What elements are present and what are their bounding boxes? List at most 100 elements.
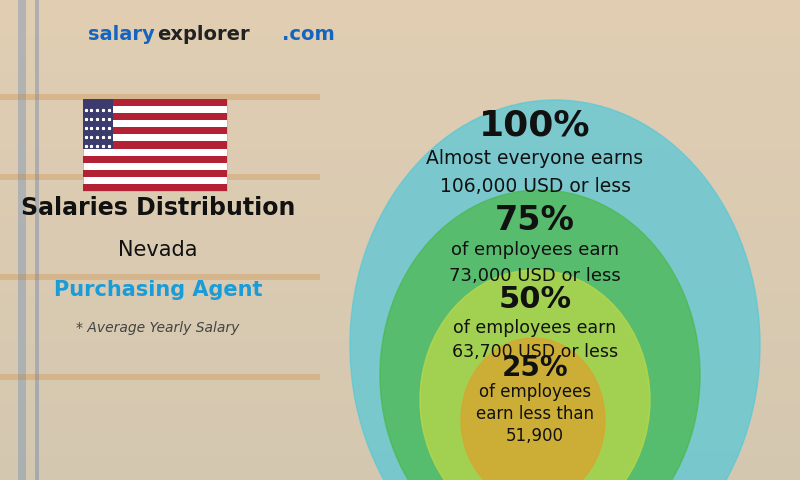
Bar <box>0 336 800 342</box>
Bar <box>0 408 800 414</box>
Bar <box>0 288 800 294</box>
Bar <box>0 420 800 426</box>
Bar <box>0 94 320 100</box>
Bar <box>0 114 800 120</box>
Bar <box>0 378 800 384</box>
Bar <box>0 276 800 282</box>
Text: 50%: 50% <box>498 286 571 314</box>
Bar <box>0 150 800 156</box>
Bar <box>83 99 227 106</box>
Bar <box>0 126 800 132</box>
Bar <box>0 468 800 474</box>
Bar <box>0 294 800 300</box>
Bar <box>0 186 800 192</box>
Bar <box>0 60 800 66</box>
Text: 100%: 100% <box>479 108 590 142</box>
Text: Almost everyone earns: Almost everyone earns <box>426 148 643 168</box>
Bar <box>0 216 800 222</box>
Bar <box>0 204 800 210</box>
Bar <box>0 234 800 240</box>
Bar <box>0 240 800 246</box>
Bar <box>0 168 800 174</box>
Bar <box>83 142 227 148</box>
Bar <box>0 456 800 462</box>
Bar <box>0 432 800 438</box>
Bar <box>0 222 800 228</box>
Bar <box>0 192 800 198</box>
Bar <box>0 438 800 444</box>
Bar <box>0 246 800 252</box>
Bar <box>0 306 800 312</box>
Bar <box>0 390 800 396</box>
Bar <box>0 102 800 108</box>
Text: explorer: explorer <box>157 25 250 45</box>
Bar <box>83 99 227 191</box>
Text: 63,700 USD or less: 63,700 USD or less <box>452 343 618 361</box>
Bar <box>0 30 800 36</box>
Text: of employees earn: of employees earn <box>454 319 617 337</box>
Bar <box>18 0 26 480</box>
Ellipse shape <box>350 100 760 480</box>
Bar <box>83 113 227 120</box>
Text: 73,000 USD or less: 73,000 USD or less <box>449 267 621 285</box>
Bar <box>0 444 800 450</box>
Bar <box>0 348 800 354</box>
Text: * Average Yearly Salary: * Average Yearly Salary <box>76 321 240 335</box>
Bar <box>0 274 320 280</box>
Bar <box>0 300 800 306</box>
Bar <box>0 324 800 330</box>
Text: salary: salary <box>88 25 155 45</box>
Bar <box>0 156 800 162</box>
Bar <box>0 372 800 378</box>
Bar <box>83 127 227 134</box>
Ellipse shape <box>380 190 700 480</box>
Bar <box>35 0 39 480</box>
Text: 106,000 USD or less: 106,000 USD or less <box>439 177 630 195</box>
Bar <box>0 180 800 186</box>
Bar <box>0 0 800 6</box>
Bar <box>0 144 800 150</box>
Bar <box>0 54 800 60</box>
Text: Salaries Distribution: Salaries Distribution <box>21 196 295 220</box>
Bar <box>83 170 227 177</box>
Bar <box>0 264 800 270</box>
Bar <box>0 174 800 180</box>
Bar <box>0 252 800 258</box>
Bar <box>0 138 800 144</box>
Bar <box>0 24 800 30</box>
Text: of employees earn: of employees earn <box>451 241 619 259</box>
Text: 25%: 25% <box>502 354 568 382</box>
Bar <box>0 12 800 18</box>
Bar <box>0 198 800 204</box>
Bar <box>0 132 800 138</box>
Bar <box>0 462 800 468</box>
Bar <box>83 99 114 148</box>
Text: Nevada: Nevada <box>118 240 198 260</box>
Bar <box>0 66 800 72</box>
Bar <box>83 156 227 163</box>
Bar <box>0 174 320 180</box>
Bar <box>0 228 800 234</box>
Bar <box>0 18 800 24</box>
Bar <box>0 426 800 432</box>
Text: of employees: of employees <box>479 383 591 401</box>
Text: 51,900: 51,900 <box>506 427 564 445</box>
Bar <box>0 84 800 90</box>
Bar <box>0 450 800 456</box>
Bar <box>0 312 800 318</box>
Bar <box>0 318 800 324</box>
Text: Purchasing Agent: Purchasing Agent <box>54 280 262 300</box>
Bar <box>0 282 800 288</box>
Ellipse shape <box>461 338 605 480</box>
Bar <box>0 48 800 54</box>
Text: .com: .com <box>282 25 334 45</box>
Bar <box>0 414 800 420</box>
Bar <box>0 354 800 360</box>
Bar <box>0 120 800 126</box>
Bar <box>0 42 800 48</box>
Bar <box>0 108 800 114</box>
Bar <box>0 384 800 390</box>
Bar <box>0 78 800 84</box>
Bar <box>0 210 800 216</box>
Text: earn less than: earn less than <box>476 405 594 423</box>
